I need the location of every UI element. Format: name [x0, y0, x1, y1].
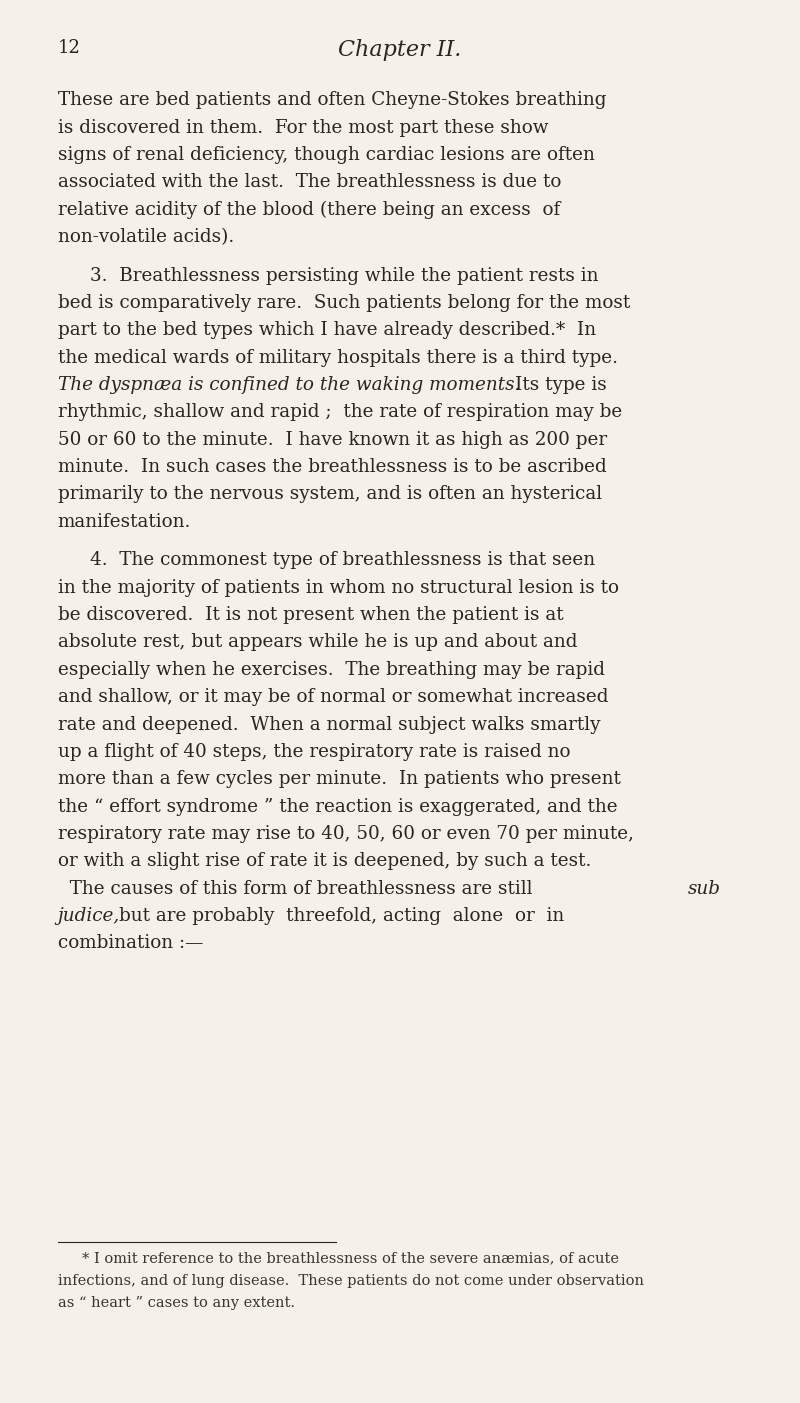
Text: and shallow, or it may be of normal or somewhat increased: and shallow, or it may be of normal or s…	[58, 687, 608, 706]
Text: up a flight of 40 steps, the respiratory rate is raised no: up a flight of 40 steps, the respiratory…	[58, 742, 570, 760]
Text: infections, and of lung disease.  These patients do not come under observation: infections, and of lung disease. These p…	[58, 1274, 643, 1288]
Text: minute.  In such cases the breathlessness is to be ascribed: minute. In such cases the breathlessness…	[58, 457, 606, 476]
Text: respiratory rate may rise to 40, 50, 60 or even 70 per minute,: respiratory rate may rise to 40, 50, 60 …	[58, 825, 634, 843]
Text: rhythmic, shallow and rapid ;  the rate of respiration may be: rhythmic, shallow and rapid ; the rate o…	[58, 403, 622, 421]
Text: Chapter II.: Chapter II.	[338, 39, 462, 62]
Text: non-volatile acids).: non-volatile acids).	[58, 227, 234, 246]
Text: sub: sub	[688, 880, 721, 898]
Text: or with a slight rise of rate it is deepened, by such a test.: or with a slight rise of rate it is deep…	[58, 852, 591, 870]
Text: is discovered in them.  For the most part these show: is discovered in them. For the most part…	[58, 118, 548, 136]
Text: be discovered.  It is not present when the patient is at: be discovered. It is not present when th…	[58, 606, 563, 624]
Text: * I omit reference to the breathlessness of the severe anæmias, of acute: * I omit reference to the breathlessness…	[82, 1251, 618, 1266]
Text: in the majority of patients in whom no structural lesion is to: in the majority of patients in whom no s…	[58, 578, 618, 596]
Text: especially when he exercises.  The breathing may be rapid: especially when he exercises. The breath…	[58, 661, 605, 679]
Text: 12: 12	[58, 39, 81, 58]
Text: The dyspnæa is confined to the waking moments.: The dyspnæa is confined to the waking mo…	[58, 376, 520, 394]
Text: signs of renal deficiency, though cardiac lesions are often: signs of renal deficiency, though cardia…	[58, 146, 594, 164]
Text: manifestation.: manifestation.	[58, 512, 191, 530]
Text: but are probably  threefold, acting  alone  or  in: but are probably threefold, acting alone…	[119, 906, 565, 925]
Text: part to the bed types which I have already described.*  In: part to the bed types which I have alrea…	[58, 321, 596, 340]
Text: 50 or 60 to the minute.  I have known it as high as 200 per: 50 or 60 to the minute. I have known it …	[58, 431, 606, 449]
Text: relative acidity of the blood (there being an excess  of: relative acidity of the blood (there bei…	[58, 201, 560, 219]
Text: primarily to the nervous system, and is often an hysterical: primarily to the nervous system, and is …	[58, 485, 602, 504]
Text: These are bed patients and often Cheyne-Stokes breathing: These are bed patients and often Cheyne-…	[58, 91, 606, 109]
Text: 4.  The commonest type of breathlessness is that seen: 4. The commonest type of breathlessness …	[90, 551, 594, 570]
Text: bed is comparatively rare.  Such patients belong for the most: bed is comparatively rare. Such patients…	[58, 293, 630, 311]
Text: the medical wards of military hospitals there is a third type.: the medical wards of military hospitals …	[58, 348, 618, 366]
Text: as “ heart ” cases to any extent.: as “ heart ” cases to any extent.	[58, 1296, 294, 1310]
Text: associated with the last.  The breathlessness is due to: associated with the last. The breathless…	[58, 173, 561, 191]
Text: more than a few cycles per minute.  In patients who present: more than a few cycles per minute. In pa…	[58, 770, 621, 788]
Text: Its type is: Its type is	[515, 376, 607, 394]
Text: The causes of this form of breathlessness are still: The causes of this form of breathlessnes…	[58, 880, 538, 898]
Text: the “ effort syndrome ” the reaction is exaggerated, and the: the “ effort syndrome ” the reaction is …	[58, 797, 618, 815]
Text: rate and deepened.  When a normal subject walks smartly: rate and deepened. When a normal subject…	[58, 716, 600, 734]
Text: combination :—: combination :—	[58, 934, 203, 953]
Text: 3.  Breathlessness persisting while the patient rests in: 3. Breathlessness persisting while the p…	[90, 267, 598, 285]
Text: judice,: judice,	[58, 906, 120, 925]
Text: absolute rest, but appears while he is up and about and: absolute rest, but appears while he is u…	[58, 633, 577, 651]
